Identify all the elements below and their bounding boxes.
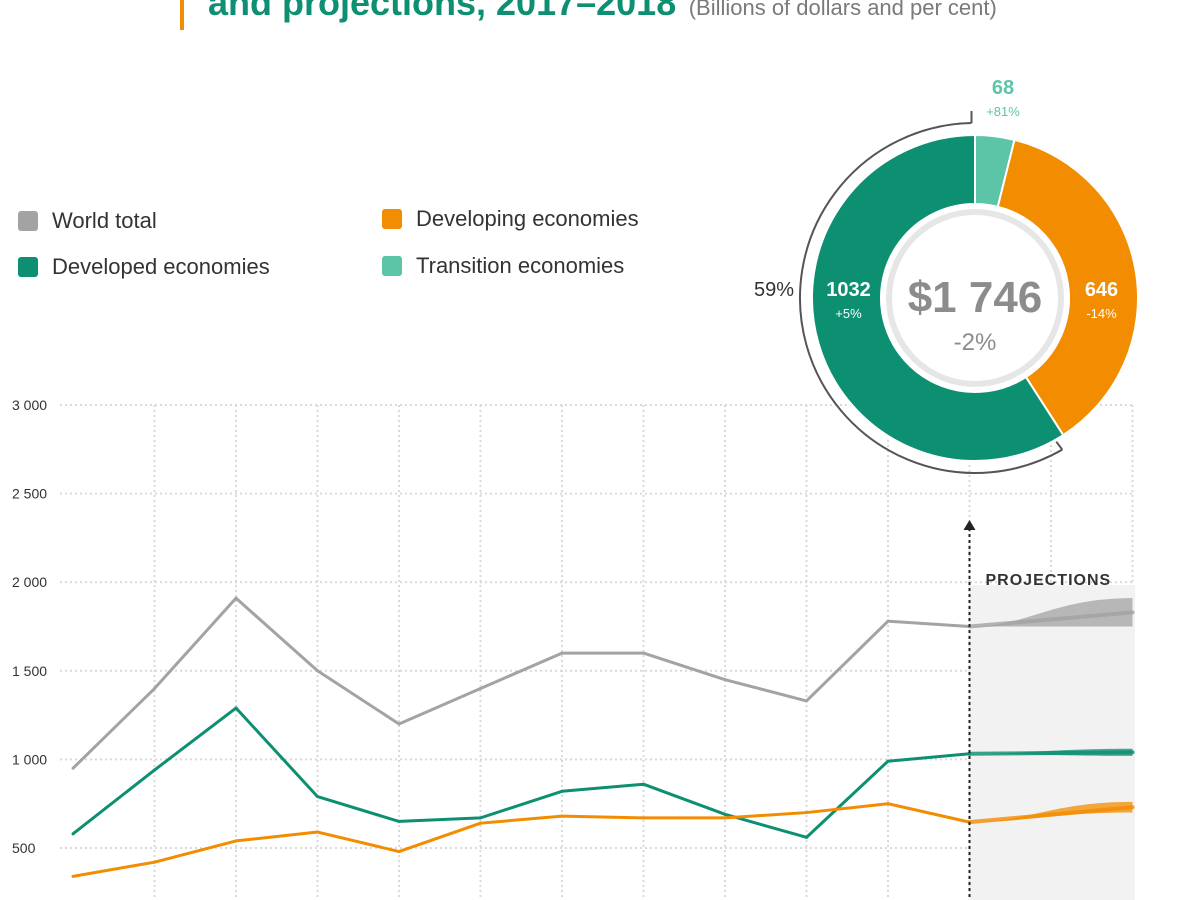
data-point-developing-economies-9 — [805, 811, 808, 815]
donut-segment-developed-economies — [811, 133, 1065, 462]
legend-item-world: World total — [18, 208, 157, 234]
data-point-developed-economies-3 — [316, 795, 319, 799]
legend-swatch-transition — [382, 256, 402, 276]
data-point-world-total-1 — [153, 687, 156, 691]
data-point-world-total-7 — [642, 651, 645, 655]
data-point-developed-economies-8 — [723, 812, 727, 816]
data-point-developed-economies-6 — [560, 789, 564, 793]
y-tick-label-1: 1 000 — [12, 751, 47, 767]
data-point-developing-economies-1 — [153, 860, 156, 864]
data-point-developing-economies-8 — [723, 816, 727, 820]
series-line-developed-economies — [72, 706, 970, 839]
projection-trend-developing-economies — [967, 805, 1135, 825]
data-point-developed-economies-4 — [397, 819, 401, 823]
data-point-developed-economies-1 — [153, 768, 156, 772]
data-point-world-total-10 — [886, 619, 890, 623]
y-tick-label-2: 1 500 — [12, 663, 47, 679]
donut-segment-developing-economies — [996, 138, 1139, 437]
projection-trend-world-total — [967, 610, 1135, 629]
data-point-developing-economies-0 — [71, 874, 75, 878]
donut-change-label-developed-economies: +5% — [835, 306, 862, 321]
donut-change-label-transition-economies: +81% — [986, 104, 1020, 119]
data-point-developing-economies-5 — [479, 821, 482, 825]
share-bracket-tick-bottom — [1055, 441, 1064, 451]
donut-total-change: -2% — [954, 329, 997, 356]
data-point-developed-economies-2 — [234, 706, 238, 710]
data-point-world-total-2 — [234, 596, 238, 600]
data-point-developing-economies-10 — [886, 802, 890, 806]
data-point-world-total-5 — [479, 687, 482, 691]
data-point-developed-economies-9 — [805, 835, 808, 839]
donut-value-label-developing-economies: 646 — [1085, 279, 1118, 301]
data-point-world-total-3 — [316, 669, 319, 673]
projection-background — [969, 585, 1135, 900]
donut-change-label-developing-economies: -14% — [1086, 306, 1117, 321]
donut-total-label: $1 746 — [908, 273, 1043, 322]
data-point-world-total-4 — [397, 722, 401, 726]
data-point-developing-economies-2 — [234, 839, 238, 843]
projection-arrow-icon — [963, 520, 976, 530]
data-point-world-total-9 — [805, 699, 808, 703]
legend-swatch-world — [18, 211, 38, 231]
legend-label-developing: Developing economies — [416, 206, 639, 231]
data-point-world-total-0 — [71, 766, 75, 770]
donut-value-label-developed-economies: 1032 — [826, 279, 871, 301]
legend-item-developed: Developed economies — [18, 254, 270, 280]
title-subtitle: (Billions of dollars and per cent) — [688, 0, 997, 20]
legend-swatch-developed — [18, 257, 38, 277]
data-point-developed-economies-0 — [71, 832, 75, 836]
projections-label: PROJECTIONS — [986, 572, 1112, 589]
y-axis-ticks: 500 1 000 1 500 2 000 2 500 3 000 — [12, 397, 47, 856]
data-point-world-total-8 — [723, 678, 727, 682]
data-point-developing-economies-6 — [560, 814, 564, 818]
donut-value-label-transition-economies: 68 — [992, 77, 1014, 99]
donut-chart: $1 746 -2% 68 +81% 646 -14% 1032 +5% 59% — [754, 77, 1139, 474]
data-point-world-total-6 — [560, 651, 564, 655]
legend-label-world: World total — [52, 208, 157, 233]
data-point-developed-economies-10 — [886, 759, 890, 763]
legend-item-developing: Developing economies — [382, 206, 639, 232]
legend-swatch-developing — [382, 209, 402, 229]
projection-bands — [967, 598, 1135, 825]
series-line-developing-economies — [72, 802, 970, 878]
donut-hole — [886, 209, 1064, 387]
title: and projections, 2017–2018 (Billions of … — [208, 0, 997, 24]
data-point-developing-economies-3 — [316, 830, 319, 834]
title-main: and projections, 2017–2018 — [208, 0, 677, 23]
title-accent-bar — [180, 0, 184, 30]
projection-marker: PROJECTIONS — [963, 520, 1112, 900]
share-label: 59% — [754, 279, 794, 301]
data-point-developing-economies-4 — [397, 850, 401, 854]
share-bracket — [799, 122, 1063, 474]
y-tick-label-5: 3 000 — [12, 397, 47, 413]
data-point-developed-economies-7 — [642, 782, 645, 786]
projection-shade — [969, 585, 1135, 900]
legend-label-transition: Transition economies — [416, 253, 625, 278]
series-lines — [71, 596, 971, 878]
projection-trend-developed-economies — [967, 750, 1135, 756]
legend-item-transition: Transition economies — [382, 253, 624, 279]
projection-band-developing-economies — [969, 801, 1133, 823]
data-point-developing-economies-7 — [642, 816, 645, 820]
data-point-developed-economies-5 — [479, 816, 482, 820]
projection-band-world-total — [969, 598, 1133, 627]
y-tick-label-0: 500 — [12, 840, 36, 856]
series-line-world-total — [71, 596, 970, 770]
y-tick-label-3: 2 000 — [12, 574, 47, 590]
legend-label-developed: Developed economies — [52, 254, 270, 279]
y-tick-label-4: 2 500 — [12, 486, 47, 502]
